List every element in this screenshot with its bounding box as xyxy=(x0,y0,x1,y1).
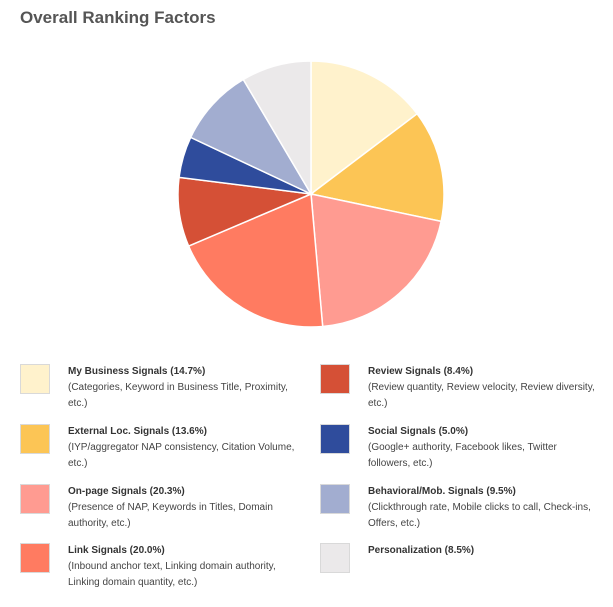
legend-swatch xyxy=(320,424,350,454)
pie-chart xyxy=(177,60,445,328)
legend-description: (Categories, Keyword in Business Title, … xyxy=(68,382,288,409)
legend-description: (Review quantity, Review velocity, Revie… xyxy=(368,382,595,409)
legend-swatch xyxy=(20,484,50,514)
legend-swatch xyxy=(20,424,50,454)
legend-swatch xyxy=(320,543,350,573)
legend-name: External Loc. Signals (13.6%) xyxy=(68,426,207,437)
legend-name: Link Signals (20.0%) xyxy=(68,545,165,556)
legend-swatch xyxy=(320,364,350,394)
legend-description: (Clickthrough rate, Mobile clicks to cal… xyxy=(368,502,591,529)
legend-name: Personalization (8.5%) xyxy=(368,545,475,556)
chart-title: Overall Ranking Factors xyxy=(20,8,216,27)
pie-slice-7 xyxy=(242,60,312,197)
legend-name: Review Signals (8.4%) xyxy=(368,366,474,377)
pie-slice-0 xyxy=(310,60,419,196)
pie-slice-1 xyxy=(309,112,445,223)
legend-name: My Business Signals (14.7%) xyxy=(68,366,206,377)
legend-swatch xyxy=(20,364,50,394)
legend-description: (IYP/aggregator NAP consistency, Citatio… xyxy=(68,442,295,469)
legend-description: (Google+ authority, Facebook likes, Twit… xyxy=(368,442,557,469)
legend-swatch xyxy=(20,543,50,573)
pie-slice-3 xyxy=(187,192,324,328)
legend-name: Social Signals (5.0%) xyxy=(368,426,469,437)
pie-slice-2 xyxy=(310,193,443,328)
legend-name: On-page Signals (20.3%) xyxy=(68,486,185,497)
pie-slice-6 xyxy=(189,78,313,196)
legend-description: (Presence of NAP, Keywords in Titles, Do… xyxy=(68,502,273,529)
legend-name: Behavioral/Mob. Signals (9.5%) xyxy=(368,486,516,497)
legend-description: (Inbound anchor text, Linking domain aut… xyxy=(68,561,276,588)
legend-swatch xyxy=(320,484,350,514)
